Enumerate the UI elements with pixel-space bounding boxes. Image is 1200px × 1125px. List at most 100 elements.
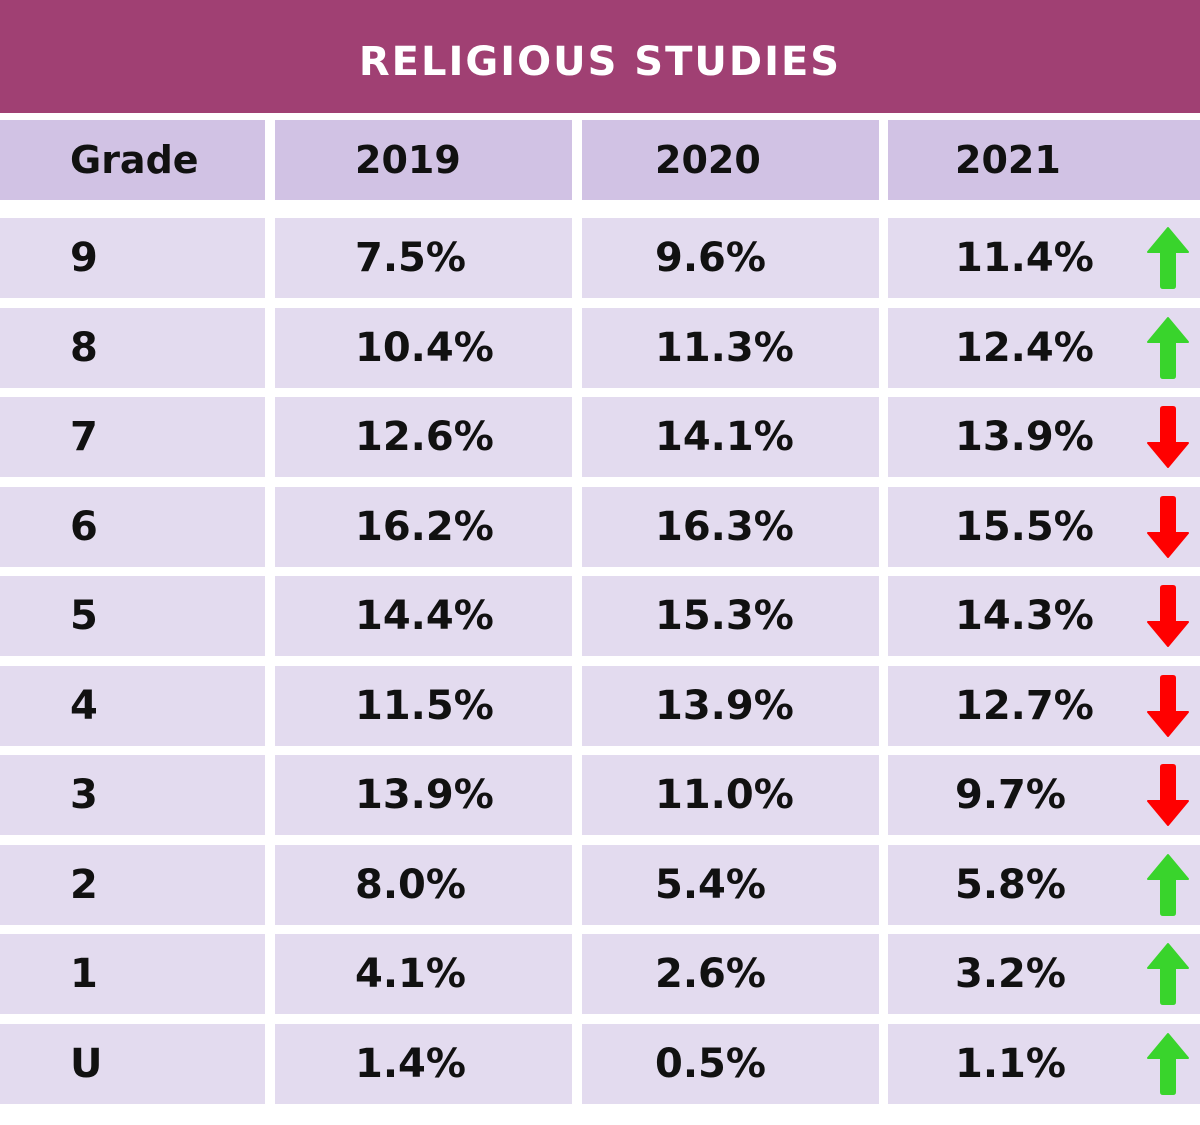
percentage-value: 1.1%: [955, 1041, 1066, 1087]
arrow-up-icon: [1147, 1033, 1189, 1095]
percentage-value: 9.7%: [955, 772, 1066, 818]
table-cell: 16.3%: [582, 487, 879, 567]
title-bar: RELIGIOUS STUDIES: [0, 0, 1200, 113]
table-cell: 2.6%: [582, 934, 879, 1014]
table-cell: 13.9%: [275, 755, 572, 835]
table-cell: 4.1%: [275, 934, 572, 1014]
grade-label: 5: [70, 593, 98, 639]
grade-label: 2: [70, 862, 98, 908]
table-cell: 9.6%: [582, 218, 879, 298]
percentage-value: 14.3%: [955, 593, 1094, 639]
header-cell-2020: 2020: [582, 120, 879, 200]
table-cell: 8: [0, 308, 265, 388]
table-cell: 11.3%: [582, 308, 879, 388]
arrow-up-icon: [1147, 227, 1189, 289]
arrow-down-icon: [1147, 764, 1189, 826]
table-cell: 12.4%: [888, 308, 1200, 388]
grade-label: 3: [70, 772, 98, 818]
table-cell: 11.4%: [888, 218, 1200, 298]
table-cell: 5.4%: [582, 845, 879, 925]
percentage-value: 5.8%: [955, 862, 1066, 908]
table-cell: U: [0, 1024, 265, 1104]
arrow-down-icon: [1147, 496, 1189, 558]
percentage-value: 9.6%: [655, 235, 766, 281]
table-cell: 13.9%: [888, 397, 1200, 477]
grade-label: U: [70, 1041, 103, 1087]
percentage-value: 7.5%: [355, 235, 466, 281]
percentage-value: 14.4%: [355, 593, 494, 639]
percentage-value: 11.5%: [355, 683, 494, 729]
arrow-down-icon: [1147, 675, 1189, 737]
header-cell-grade: Grade: [0, 120, 265, 200]
table-cell: 7: [0, 397, 265, 477]
table-cell: 6: [0, 487, 265, 567]
percentage-value: 15.5%: [955, 504, 1094, 550]
percentage-value: 2.6%: [655, 951, 766, 997]
percentage-value: 12.6%: [355, 414, 494, 460]
table-cell: 11.0%: [582, 755, 879, 835]
grade-label: 4: [70, 683, 98, 729]
percentage-value: 13.9%: [355, 772, 494, 818]
percentage-value: 16.3%: [655, 504, 794, 550]
percentage-value: 5.4%: [655, 862, 766, 908]
percentage-value: 15.3%: [655, 593, 794, 639]
arrow-down-icon: [1147, 406, 1189, 468]
table-cell: 12.7%: [888, 666, 1200, 746]
grade-label: 9: [70, 235, 98, 281]
grade-label: 6: [70, 504, 98, 550]
percentage-value: 11.0%: [655, 772, 794, 818]
table-cell: 1: [0, 934, 265, 1014]
header-label: 2020: [655, 138, 761, 182]
percentage-value: 11.3%: [655, 325, 794, 371]
header-label: 2019: [355, 138, 461, 182]
header-cell-2019: 2019: [275, 120, 572, 200]
header-label: 2021: [955, 138, 1061, 182]
percentage-value: 11.4%: [955, 235, 1094, 281]
table-cell: 13.9%: [582, 666, 879, 746]
percentage-value: 16.2%: [355, 504, 494, 550]
table-cell: 9.7%: [888, 755, 1200, 835]
percentage-value: 13.9%: [955, 414, 1094, 460]
table-cell: 1.1%: [888, 1024, 1200, 1104]
table-cell: 5: [0, 576, 265, 656]
table-cell: 7.5%: [275, 218, 572, 298]
table-cell: 4: [0, 666, 265, 746]
grade-label: 8: [70, 325, 98, 371]
header-cell-2021: 2021: [888, 120, 1200, 200]
table-cell: 11.5%: [275, 666, 572, 746]
table-cell: 12.6%: [275, 397, 572, 477]
percentage-value: 4.1%: [355, 951, 466, 997]
header-label: Grade: [70, 138, 199, 182]
grade-label: 1: [70, 951, 98, 997]
table-cell: 8.0%: [275, 845, 572, 925]
table-cell: 10.4%: [275, 308, 572, 388]
percentage-value: 12.4%: [955, 325, 1094, 371]
percentage-value: 3.2%: [955, 951, 1066, 997]
table-cell: 14.1%: [582, 397, 879, 477]
table-cell: 2: [0, 845, 265, 925]
table-cell: 1.4%: [275, 1024, 572, 1104]
table-cell: 9: [0, 218, 265, 298]
grade-label: 7: [70, 414, 98, 460]
table-title: RELIGIOUS STUDIES: [358, 38, 842, 85]
percentage-value: 0.5%: [655, 1041, 766, 1087]
table-cell: 14.4%: [275, 576, 572, 656]
table-cell: 16.2%: [275, 487, 572, 567]
arrow-up-icon: [1147, 854, 1189, 916]
table-cell: 3: [0, 755, 265, 835]
arrow-down-icon: [1147, 585, 1189, 647]
arrow-up-icon: [1147, 317, 1189, 379]
percentage-value: 8.0%: [355, 862, 466, 908]
table-cell: 14.3%: [888, 576, 1200, 656]
arrow-up-icon: [1147, 943, 1189, 1005]
table-cell: 15.3%: [582, 576, 879, 656]
percentage-value: 14.1%: [655, 414, 794, 460]
table-cell: 3.2%: [888, 934, 1200, 1014]
table-cell: 0.5%: [582, 1024, 879, 1104]
percentage-value: 12.7%: [955, 683, 1094, 729]
table-cell: 15.5%: [888, 487, 1200, 567]
percentage-value: 1.4%: [355, 1041, 466, 1087]
percentage-value: 10.4%: [355, 325, 494, 371]
percentage-value: 13.9%: [655, 683, 794, 729]
table-cell: 5.8%: [888, 845, 1200, 925]
